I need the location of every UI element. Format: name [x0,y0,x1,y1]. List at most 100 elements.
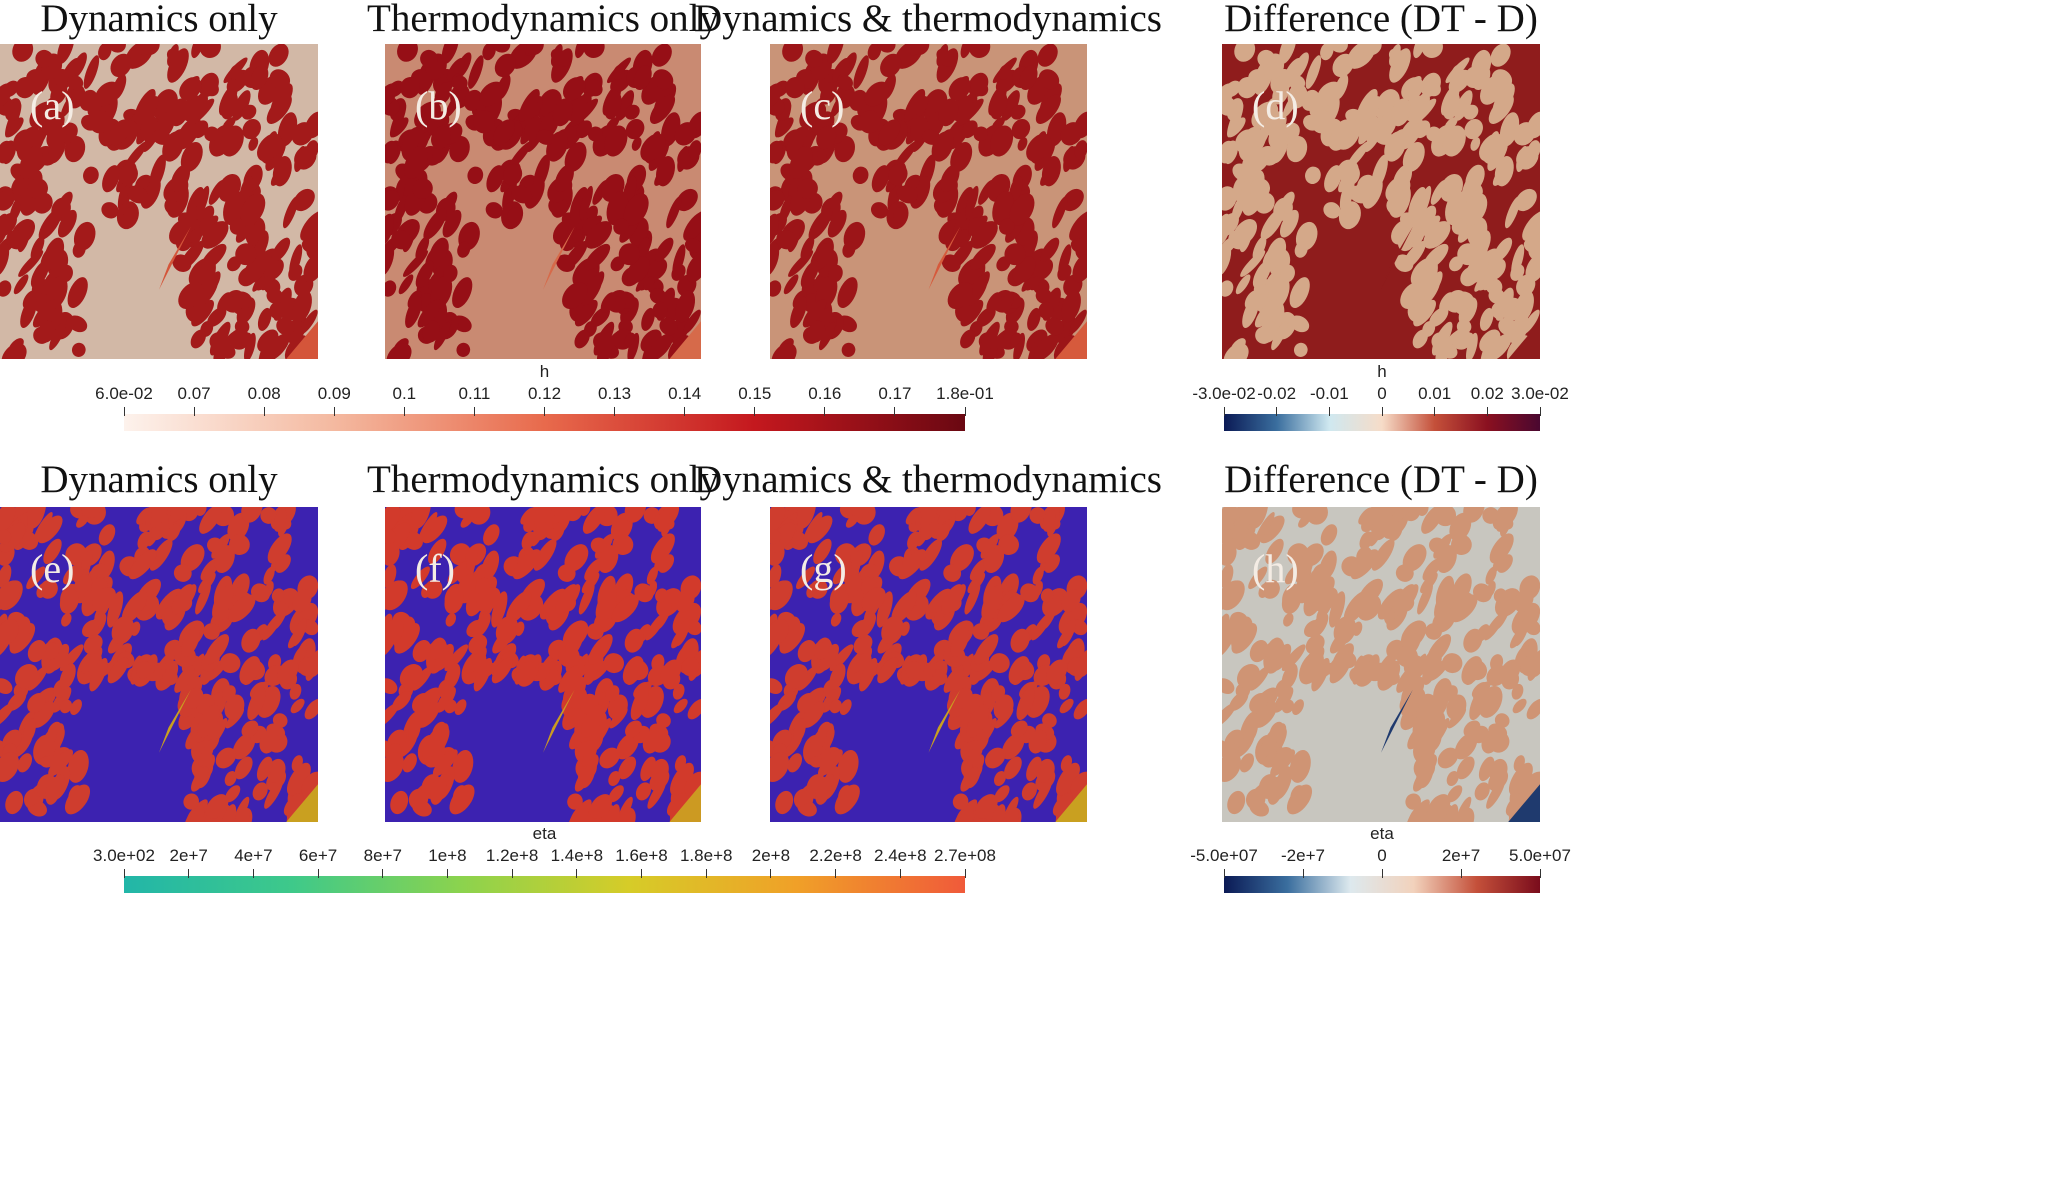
colorbar-gradient [1224,414,1540,431]
colorbar-tick-label: 1.8e+8 [679,846,733,865]
colorbar-tick-label: 0 [1377,846,1387,865]
colorbar-tick [123,869,125,878]
title-h: Difference (DT - D) [1224,458,1538,501]
colorbar-tick-label: 0.16 [808,384,842,403]
ice-floes [385,44,701,359]
colorbar-tick-label: 0.17 [878,384,912,403]
colorbar-tick-label: 6e+7 [298,846,338,865]
colorbar-tick [446,869,448,878]
panel-b: (b) [385,44,701,359]
panel-c: (c) [770,44,1087,359]
colorbar-tick [123,407,125,416]
colorbar-tick-label: 0.11 [458,384,491,403]
panel-label-g: (g) [800,546,847,591]
panel-label-b: (b) [415,83,462,128]
colorbar-tick [1539,869,1541,878]
colorbar-tick [544,407,545,416]
colorbar-tick [188,869,190,878]
colorbar-h-difference: h -3.0e-02 -0.02 -0.01 0 0.01 0.02 3.0e-02 [1192,362,1569,431]
colorbar-tick [1381,869,1383,878]
panel-f: (f) [385,507,701,822]
colorbar-tick-label: 0.08 [247,384,281,403]
colorbar-tick [1539,407,1541,416]
colorbar-tick [1328,407,1330,416]
colorbar-tick [317,869,319,878]
colorbar-gradient [124,876,965,893]
colorbar-tick-label: -2e+7 [1281,846,1325,865]
colorbar-tick-label: 2e+8 [751,846,791,865]
colorbar-tick [770,869,772,878]
colorbar-tick [705,869,707,878]
colorbar-tick [1223,869,1225,878]
colorbar-tick [193,407,195,416]
panel-label-e: (e) [30,546,75,591]
colorbar-tick [1381,407,1383,416]
colorbar-tick-label: 0 [1377,384,1387,403]
colorbar-eta-difference: eta -5.0e+07 -2e+7 0 2e+7 5.0e+07 [1190,824,1571,893]
colorbar-tick-label: 1.6e+8 [615,846,668,865]
colorbar-tick-label: 0.12 [527,384,562,403]
colorbar-tick [824,407,826,416]
colorbar-tick [1302,869,1304,878]
colorbar-tick-label: 3.0e-02 [1511,384,1569,403]
colorbar-tick [964,407,966,416]
colorbar-tick [576,869,578,878]
title-g: Dynamics & thermodynamics [694,458,1162,501]
colorbar-title: h [1377,362,1387,381]
colorbar-tick [641,869,643,878]
ice-floes [1222,507,1540,822]
colorbar-tick [614,407,616,416]
colorbar-gradient [124,414,965,431]
colorbar-tick [754,407,756,416]
colorbar-tick-label: 1e+8 [428,846,467,865]
title-f: Thermodynamics only [366,458,720,501]
colorbar-tick-label: -0.01 [1309,384,1349,403]
panel-e: (e) [0,507,318,822]
panel-h: (h) [1222,507,1540,822]
colorbar-tick-label: 0.14 [668,384,702,403]
ice-floes [1222,44,1540,359]
title-b: Thermodynamics only [366,0,720,40]
panel-g: (g) [770,507,1087,822]
title-d: Difference (DT - D) [1224,0,1538,40]
panel-a: (a) [0,44,318,359]
colorbar-tick [964,869,966,878]
title-c: Dynamics & thermodynamics [694,0,1162,40]
colorbar-tick [899,869,901,878]
colorbar-tick [684,407,686,416]
colorbar-h: h 6.0e-02 0.07 0.08 0.09 0.1 0.11 0.12 0.13 0.14 0… [95,362,994,431]
colorbar-tick-label: -0.02 [1257,384,1297,403]
colorbar-tick [333,407,335,416]
colorbar-tick [1434,407,1436,416]
panel-label-a: (a) [30,83,75,128]
colorbar-title: eta [1370,824,1394,843]
corner-floe [1508,784,1540,822]
colorbar-tick-label: 3.0e+02 [93,846,155,865]
colorbar-tick-label: 0.15 [738,384,772,403]
title-a: Dynamics only [40,0,278,40]
colorbar-tick [1486,407,1488,416]
colorbar-tick [263,407,265,416]
ice-floes [385,507,701,822]
colorbar-tick-label: 4e+7 [234,846,273,865]
colorbar-tick-label: 5.0e+07 [1509,846,1571,865]
colorbar-tick-label: 0.1 [392,384,417,403]
colorbar-tick-label: 2.7e+08 [934,846,996,865]
colorbar-tick [382,869,384,878]
colorbar-tick-label: 6.0e-02 [95,384,153,403]
colorbar-tick-label: 1.2e+8 [485,846,539,865]
colorbar-tick [1223,407,1225,416]
ice-floes [0,44,318,359]
panel-label-h: (h) [1252,546,1299,591]
ice-floes [770,44,1087,359]
colorbar-tick-label: 0.09 [317,384,351,403]
colorbar-title: h [539,362,550,381]
panel-label-c: (c) [800,83,845,128]
colorbar-tick [403,407,405,416]
colorbar-tick [894,407,896,416]
colorbar-tick-label: 0.13 [598,384,632,403]
accent-floe [159,689,191,753]
colorbar-tick [252,869,254,878]
colorbar-tick [511,869,513,878]
colorbar-title: eta [532,824,557,843]
